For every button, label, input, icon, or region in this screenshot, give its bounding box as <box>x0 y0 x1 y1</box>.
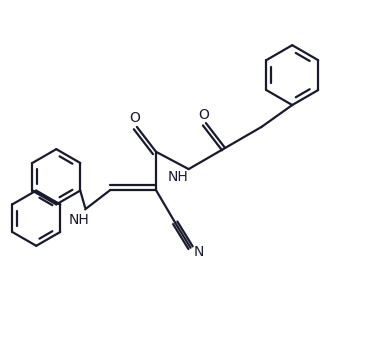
Text: O: O <box>129 112 141 125</box>
Text: NH: NH <box>69 213 90 227</box>
Text: NH: NH <box>167 170 188 184</box>
Text: N: N <box>194 245 204 259</box>
Text: O: O <box>199 108 209 122</box>
